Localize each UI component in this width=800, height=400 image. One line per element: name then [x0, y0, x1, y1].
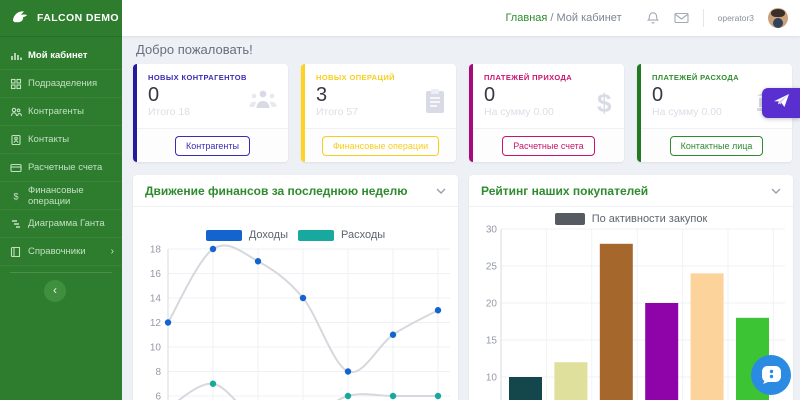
card-title: НОВЫХ КОНТРАГЕНТОВ	[148, 73, 247, 82]
legend-item-income[interactable]: Доходы	[205, 229, 288, 241]
card-subtext: Итого 18	[148, 106, 191, 118]
dashboard-icon	[10, 50, 22, 62]
legend-item-activity[interactable]: По активности закупок	[554, 213, 707, 225]
sidebar-item-departments[interactable]: Подразделения	[0, 70, 122, 98]
stat-card-incoming-payments: ПЛАТЕЖЕЙ ПРИХОДА 0 На сумму 0.00 $ Расче…	[469, 64, 624, 162]
reference-book-icon	[10, 246, 22, 258]
sidebar-item-gantt[interactable]: Диаграмма Ганта	[0, 210, 122, 238]
falcon-bird-icon	[10, 6, 30, 31]
paper-plane-icon	[773, 93, 790, 113]
sidebar-item-financial-operations[interactable]: $ Финансовые операции	[0, 182, 122, 210]
sidebar-item-counterparties[interactable]: Контрагенты	[0, 98, 122, 126]
card-subtext: Итого 57	[316, 106, 359, 118]
sidebar-item-my-cabinet[interactable]: Мой кабинет	[0, 42, 122, 70]
envelope-icon[interactable]	[674, 12, 689, 24]
top-header: Главная / Мой кабинет operator3	[122, 0, 800, 36]
chevron-right-icon: ›	[110, 246, 114, 257]
svg-text:18: 18	[150, 245, 162, 256]
panel-title: Рейтинг наших покупателей	[481, 183, 649, 198]
card-title: НОВЫХ ОПЕРАЦИЙ	[316, 73, 395, 82]
bell-icon[interactable]	[646, 11, 660, 25]
welcome-message: Добро пожаловать!	[136, 42, 253, 57]
buyers-bar-chart: 30 25 20 15 10	[486, 225, 785, 400]
chevron-down-icon[interactable]	[436, 188, 446, 194]
svg-text:12: 12	[150, 318, 162, 329]
bank-accounts-button[interactable]: Расчетные счета	[502, 135, 595, 156]
header-divider	[702, 9, 704, 27]
counterparties-icon	[10, 106, 22, 118]
svg-text:30: 30	[486, 225, 498, 236]
svg-text:16: 16	[150, 269, 162, 280]
sidebar-collapse-button[interactable]: ‹	[44, 280, 66, 302]
card-value: 0	[148, 84, 160, 106]
card-subtext: На сумму 0.00	[652, 106, 722, 118]
svg-text:8: 8	[155, 367, 161, 378]
svg-text:6: 6	[155, 392, 161, 400]
finance-movement-panel: Движение финансов за последнюю неделю До…	[133, 175, 458, 400]
panel-title: Движение финансов за последнюю неделю	[145, 183, 408, 198]
breadcrumb-home-link[interactable]: Главная	[505, 12, 548, 24]
chat-widget-button[interactable]	[750, 354, 792, 396]
card-value: 3	[316, 84, 328, 106]
sidebar-item-contacts[interactable]: Контакты	[0, 126, 122, 154]
buyers-rating-panel: Рейтинг наших покупателей По активности …	[469, 175, 793, 400]
users-group-icon	[248, 88, 278, 115]
counterparties-button[interactable]: Контрагенты	[174, 135, 250, 156]
dollar-sign-icon: $	[594, 88, 614, 123]
income-swatch	[205, 229, 242, 241]
card-subtext: На сумму 0.00	[484, 106, 554, 118]
financial-operations-button[interactable]: Финансовые операции	[321, 135, 440, 156]
legend-item-expense[interactable]: Расходы	[297, 229, 385, 241]
gantt-icon	[10, 218, 22, 230]
card-value: 0	[484, 84, 496, 106]
breadcrumb: Главная / Мой кабинет	[505, 12, 622, 24]
card-title: ПЛАТЕЖЕЙ РАСХОДА	[652, 73, 739, 82]
chevron-down-icon[interactable]	[771, 188, 781, 194]
user-name: operator3	[717, 13, 754, 23]
clipboard-icon	[424, 88, 446, 119]
departments-icon	[10, 78, 22, 90]
sidebar-item-references[interactable]: Справочники ›	[0, 238, 122, 266]
stat-card-outgoing-payments: ПЛАТЕЖЕЙ РАСХОДА 0 На сумму 0.00 Контакт…	[637, 64, 792, 162]
svg-text:10: 10	[150, 343, 162, 354]
contact-persons-button[interactable]: Контактные лица	[669, 135, 764, 156]
sidebar-divider	[10, 272, 112, 273]
svg-text:15: 15	[486, 336, 498, 347]
brand-name: FALCON DEMO	[37, 12, 119, 24]
contacts-icon	[10, 134, 22, 146]
svg-text:10: 10	[486, 373, 498, 384]
breadcrumb-current: Мой кабинет	[556, 12, 622, 24]
svg-text:14: 14	[150, 294, 162, 305]
line-chart-legend: Доходы Расходы	[133, 229, 458, 241]
expense-swatch	[297, 229, 334, 241]
sidebar-menu: Мой кабинет Подразделения Контрагенты Ко…	[0, 42, 122, 273]
svg-text:25: 25	[486, 262, 498, 273]
brand-logo[interactable]: FALCON DEMO	[0, 0, 122, 36]
finance-line-chart: 18 16 14 12 10 8 6	[150, 244, 450, 400]
bar-chart-legend: По активности закупок	[469, 213, 793, 225]
sidebar: FALCON DEMO Мой кабинет Подразделения Ко…	[0, 0, 122, 400]
svg-text:$: $	[597, 88, 612, 118]
telegram-send-button[interactable]	[762, 88, 800, 118]
dollar-icon: $	[10, 190, 22, 202]
sidebar-item-bank-accounts[interactable]: Расчетные счета	[0, 154, 122, 182]
stat-card-new-counterparties: НОВЫХ КОНТРАГЕНТОВ 0 Итого 18 Контрагент…	[133, 64, 288, 162]
card-title: ПЛАТЕЖЕЙ ПРИХОДА	[484, 73, 573, 82]
svg-text:$: $	[14, 191, 19, 201]
bank-account-icon	[10, 162, 22, 174]
svg-text:20: 20	[486, 299, 498, 310]
card-value: 0	[652, 84, 664, 106]
user-avatar[interactable]	[768, 8, 788, 28]
activity-swatch	[554, 213, 585, 225]
stat-card-new-operations: НОВЫХ ОПЕРАЦИЙ 3 Итого 57 Финансовые опе…	[301, 64, 456, 162]
